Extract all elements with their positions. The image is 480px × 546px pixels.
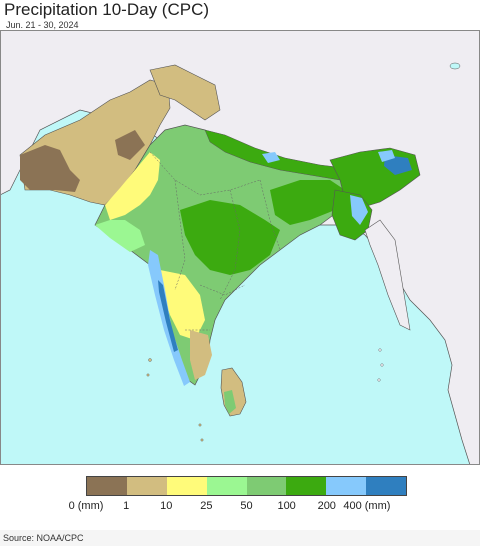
map-title: Precipitation 10-Day (CPC) (4, 0, 210, 19)
myanmar-edge (364, 219, 411, 331)
legend-swatch-6 (326, 477, 367, 495)
legend-label-7: 400 (mm) (343, 500, 391, 512)
assam-very-heavy (384, 155, 412, 175)
legend-swatch-5 (286, 477, 327, 495)
legend-swatch-0 (87, 477, 127, 495)
islands (146, 358, 204, 442)
west-coast-very-heavy (158, 280, 178, 352)
legend-swatch-7 (366, 477, 406, 495)
legend-label-4: 50 (240, 500, 253, 512)
map-subtitle: Jun. 21 - 30, 2024 (6, 20, 79, 30)
legend-swatch-3 (206, 477, 247, 495)
lake-marker (449, 62, 461, 70)
kashmir-dry (149, 64, 221, 121)
legend-color-bar (86, 476, 407, 496)
footer-bar (0, 530, 480, 546)
legend-swatch-4 (246, 477, 287, 495)
northwest-brown-patch (115, 130, 145, 160)
legend-label-1: 1 (123, 500, 130, 512)
nepal-blue-spot (262, 152, 280, 163)
rajasthan-yellow (105, 152, 160, 220)
legend-label-6: 200 (317, 500, 336, 512)
legend-labels: 0 (mm) 1 10 25 50 100 200 400 (mm) (0, 500, 480, 514)
legend-label-0: 0 (mm) (68, 500, 104, 512)
east-india-heavy (270, 180, 345, 225)
andaman-islands (377, 348, 384, 382)
sri-lanka-wet (224, 390, 236, 414)
precipitation-map (0, 30, 480, 465)
legend-swatch-2 (166, 477, 207, 495)
state-borders (149, 151, 281, 331)
baluchistan-very-dry (20, 145, 80, 192)
central-india-heavy (180, 200, 280, 275)
deccan-tan (190, 330, 212, 380)
legend-label-3: 25 (200, 500, 213, 512)
gujarat-green (95, 220, 145, 252)
legend-label-2: 10 (160, 500, 173, 512)
deccan-yellow (160, 270, 205, 340)
source-text: Source: NOAA/CPC (3, 533, 84, 543)
assam-heavy (378, 150, 395, 162)
legend-label-5: 100 (277, 500, 296, 512)
legend-swatch-1 (126, 477, 167, 495)
bangladesh-heavy (350, 195, 368, 225)
